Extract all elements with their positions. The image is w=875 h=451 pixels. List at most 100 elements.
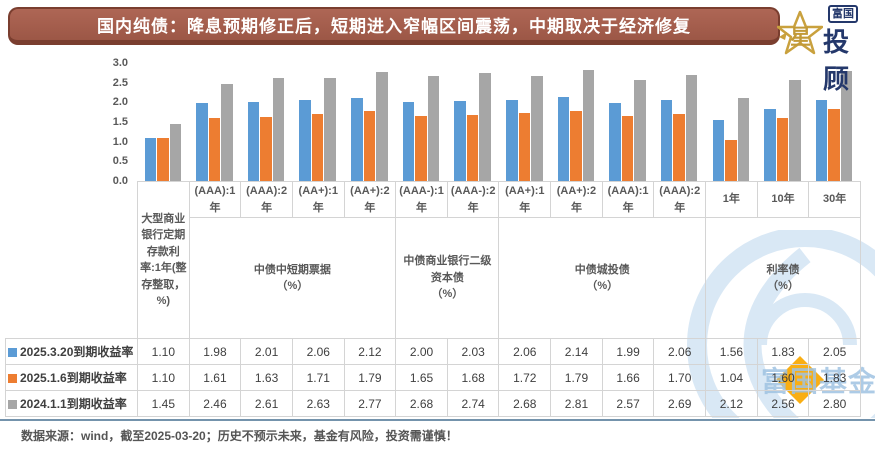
y-axis: 0.0 0.5 1.0 1.5 2.0 2.5 3.0 bbox=[0, 57, 128, 187]
column-sub-header: (AA+):1年 bbox=[291, 181, 345, 218]
value-cell: 2.06 bbox=[498, 338, 552, 365]
bar-group bbox=[498, 63, 550, 181]
logo-star-char: 星 bbox=[790, 26, 811, 49]
bar bbox=[673, 114, 685, 181]
column-sub-header: 10年 bbox=[756, 181, 810, 218]
bar bbox=[427, 75, 440, 181]
bar bbox=[272, 78, 285, 181]
brand-logo: 星 富国 投顾 bbox=[776, 2, 873, 94]
value-cell: 1.63 bbox=[240, 364, 293, 391]
value-cell: 1.56 bbox=[705, 338, 758, 365]
column-group-header: 中债商业银行二级 资本债 （%） bbox=[395, 217, 500, 339]
bar-chart: 0.0 0.5 1.0 1.5 2.0 2.5 3.0 bbox=[0, 57, 875, 187]
column-sub-header: (AA+):1年 bbox=[498, 181, 552, 218]
series-row-label: 2025.1.6到期收益率 bbox=[5, 364, 138, 391]
value-cell: 2.12 bbox=[705, 390, 758, 417]
value-cell: 1.83 bbox=[756, 338, 810, 365]
bar-group bbox=[602, 63, 654, 181]
bar bbox=[570, 110, 582, 181]
bar bbox=[634, 79, 646, 181]
column-sub-header: (AAA-):1年 bbox=[395, 181, 448, 218]
bar-group bbox=[705, 63, 757, 181]
bar bbox=[454, 101, 466, 181]
value-cell: 2.00 bbox=[395, 338, 448, 365]
column-group-header: 利率债 （%） bbox=[705, 217, 861, 339]
bar bbox=[479, 73, 491, 181]
value-cell: 1.71 bbox=[291, 364, 345, 391]
bar bbox=[506, 99, 518, 181]
bar-group bbox=[189, 63, 241, 181]
column-sub-header: (AAA):1年 bbox=[601, 181, 655, 218]
plot-area bbox=[137, 63, 860, 181]
column-header-deposit-rate: 大型商业银行定期存款利率:1年(整存整取，%) bbox=[137, 181, 190, 339]
value-cell: 1.66 bbox=[601, 364, 655, 391]
bar bbox=[725, 140, 737, 181]
logo-brand-box: 富国 bbox=[828, 5, 858, 23]
column-sub-header: (AAA):2年 bbox=[240, 181, 293, 218]
bar bbox=[351, 97, 363, 181]
column-sub-header: (AAA-):2年 bbox=[446, 181, 500, 218]
value-cell: 2.63 bbox=[291, 390, 345, 417]
bar bbox=[157, 137, 169, 181]
bar bbox=[840, 70, 853, 181]
y-tick-label: 3.0 bbox=[112, 57, 128, 69]
value-cell: 1.10 bbox=[137, 364, 190, 391]
logo-brand-text: 投顾 bbox=[823, 27, 851, 94]
value-cell: 1.79 bbox=[343, 364, 397, 391]
series-row-label: 2025.3.20到期收益率 bbox=[5, 338, 138, 365]
legend-swatch bbox=[8, 374, 17, 383]
bar bbox=[466, 114, 479, 181]
bar-group bbox=[137, 63, 189, 181]
bar-group bbox=[447, 63, 499, 181]
value-cell: 2.06 bbox=[291, 338, 345, 365]
value-cell: 1.45 bbox=[137, 390, 190, 417]
bar bbox=[415, 116, 427, 181]
bar bbox=[196, 103, 208, 181]
column-sub-header: (AAA):1年 bbox=[188, 181, 242, 218]
value-cell: 2.77 bbox=[343, 390, 397, 417]
column-sub-header: (AA+):2年 bbox=[343, 181, 397, 218]
value-cell: 2.69 bbox=[653, 390, 707, 417]
column-sub-header: (AAA):2年 bbox=[653, 181, 707, 218]
value-cell: 1.72 bbox=[498, 364, 552, 391]
y-tick-label: 1.5 bbox=[112, 116, 128, 128]
bar-group bbox=[395, 63, 447, 181]
bar bbox=[376, 72, 388, 181]
bar-group bbox=[808, 63, 860, 181]
bar-group bbox=[240, 63, 292, 181]
column-sub-header: 1年 bbox=[705, 181, 758, 218]
bar-group bbox=[653, 63, 705, 181]
page-title: 国内纯债：降息预期修正后，短期进入窄幅区间震荡，中期取决于经济修复 bbox=[97, 17, 691, 36]
value-cell: 2.61 bbox=[240, 390, 293, 417]
bar bbox=[660, 99, 673, 181]
table-row: 2025.1.6到期收益率 1.10 1.61 1.63 1.71 1.79 1.65 1.6… bbox=[5, 364, 861, 391]
bar bbox=[737, 97, 750, 181]
value-cell: 1.61 bbox=[188, 364, 242, 391]
bar bbox=[789, 80, 801, 181]
value-cell: 2.74 bbox=[446, 390, 500, 417]
value-cell: 2.01 bbox=[240, 338, 293, 365]
value-cell: 1.10 bbox=[137, 338, 190, 365]
value-cell: 2.81 bbox=[550, 390, 603, 417]
bar bbox=[208, 117, 221, 181]
separator-line bbox=[0, 419, 875, 421]
star-icon bbox=[776, 10, 824, 56]
bar bbox=[582, 70, 595, 181]
column-group-header: 中债城投债 （%） bbox=[498, 217, 707, 339]
bar-group bbox=[757, 63, 809, 181]
y-tick-label: 0.5 bbox=[112, 155, 128, 168]
bar bbox=[311, 113, 324, 181]
value-cell: 1.70 bbox=[653, 364, 707, 391]
bar bbox=[299, 99, 311, 181]
title-bar: 国内纯债：降息预期修正后，短期进入窄幅区间震荡，中期取决于经济修复 bbox=[8, 7, 780, 45]
bar bbox=[712, 119, 725, 181]
y-tick-label: 2.0 bbox=[112, 96, 128, 109]
column-sub-header: (AA+):2年 bbox=[550, 181, 603, 218]
series-name: 2025.1.6到期收益率 bbox=[20, 371, 127, 385]
legend-swatch bbox=[8, 348, 17, 357]
bar-group bbox=[344, 63, 396, 181]
bar bbox=[324, 77, 336, 181]
bar bbox=[609, 102, 621, 181]
bar bbox=[621, 115, 634, 181]
column-sub-header: 30年 bbox=[808, 181, 861, 218]
